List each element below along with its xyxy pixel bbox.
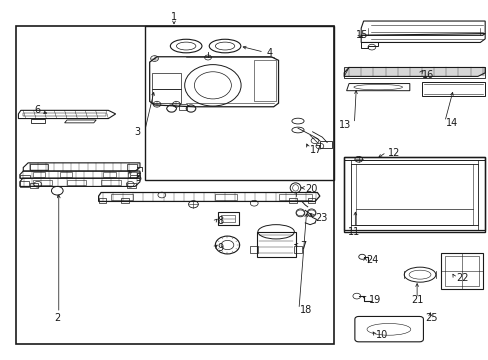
Text: 15: 15 [356,30,368,40]
Bar [278,194,311,201]
Text: 16: 16 [421,69,433,80]
Text: 19: 19 [368,295,380,305]
Text: 1: 1 [171,13,177,22]
Bar [60,172,72,177]
Text: 9: 9 [217,243,224,253]
Text: 22: 22 [455,273,468,283]
Bar [152,89,181,103]
Text: 3: 3 [134,127,140,137]
Bar [351,164,477,225]
Text: 11: 11 [347,227,359,237]
Bar [344,157,484,232]
Text: 21: 21 [410,295,423,305]
Bar [221,215,235,222]
Bar [20,181,29,187]
Bar [444,256,478,287]
Bar [441,253,482,289]
Bar [215,194,237,201]
Bar [103,172,116,177]
Bar [293,246,301,253]
Bar [130,175,140,178]
Bar [179,104,186,110]
Text: 24: 24 [366,255,378,265]
Bar [20,175,30,178]
Text: 8: 8 [217,216,224,226]
Bar [33,180,52,185]
Text: 25: 25 [425,312,437,323]
Text: 2: 2 [54,312,61,323]
Text: 4: 4 [266,48,272,58]
Bar [126,164,136,170]
Bar [33,172,45,177]
Text: 18: 18 [300,305,312,315]
Bar [30,183,38,188]
Bar [101,180,120,185]
Bar [121,198,129,203]
Text: 17: 17 [309,145,322,155]
Bar [254,60,276,102]
Text: 6: 6 [35,105,41,115]
Text: 12: 12 [387,148,400,158]
Bar [152,73,181,89]
Bar [30,163,47,170]
Text: 13: 13 [339,120,351,130]
Text: 20: 20 [305,184,317,194]
Bar [127,172,140,177]
Bar [217,212,238,225]
Bar [307,198,315,203]
Text: 5: 5 [135,173,141,183]
Bar [126,183,135,188]
Bar [250,246,258,253]
Text: 10: 10 [375,330,387,341]
Text: 7: 7 [300,241,306,251]
Bar [30,163,47,170]
Bar [99,198,106,203]
Text: 23: 23 [314,212,326,222]
Bar [344,67,484,78]
Bar [111,194,132,201]
Bar [256,232,295,257]
Bar [288,198,296,203]
Text: 14: 14 [446,118,458,128]
Bar [16,26,334,344]
Bar [319,141,331,148]
Bar [421,82,484,96]
Bar [67,180,86,185]
Bar [144,26,334,180]
